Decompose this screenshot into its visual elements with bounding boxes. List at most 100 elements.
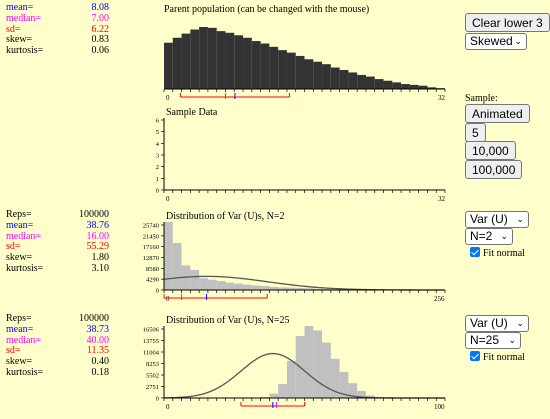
kurtosis-label: kurtosis=	[6, 262, 44, 274]
dist1-stat-select[interactable]: Var (U) ⌄	[465, 211, 529, 228]
skew-value: 1.80	[91, 252, 110, 264]
dist1-bar	[251, 285, 261, 290]
dist2-markers	[240, 402, 306, 408]
parent-bar	[278, 50, 287, 89]
sample-100000-button[interactable]: 100,000	[465, 160, 523, 179]
parent-bar	[427, 87, 437, 89]
parent-bar	[374, 79, 384, 89]
dist1-axis-max: 256	[434, 295, 445, 303]
dist1-fit-normal[interactable]: Fit normal	[470, 247, 525, 259]
parent-ticks	[163, 89, 446, 92]
dist2-bar	[278, 384, 287, 398]
sample-label: Sample:	[465, 93, 498, 104]
parent-title: Parent population (can be changed with t…	[164, 4, 370, 15]
dist2-stat-select[interactable]: Var (U) ⌄	[465, 315, 529, 332]
skew-value: 0.83	[91, 34, 110, 46]
dist1-chart: 25740 21450 17160 12870 8580 4290 0 0 256	[143, 222, 446, 303]
dist2-bar	[269, 393, 279, 398]
median-value: 7.00	[91, 12, 110, 24]
y-tick-label: 0	[156, 188, 159, 195]
dist2-stat-select-value: Var (U)	[470, 316, 508, 330]
dist2-fit-normal[interactable]: Fit normal	[470, 351, 525, 363]
dist1-stats: Reps= 100000 mean= 38.76 median= 16.00 sd= 5…	[6, 209, 110, 275]
dist1-title: Distribution of Var (U)s, N=2	[166, 211, 285, 222]
parent-bar	[164, 42, 173, 89]
chevron-down-icon: ⌄	[514, 36, 522, 46]
median-label: median=	[6, 230, 42, 242]
skew-label: skew=	[6, 34, 33, 46]
dist1-bars	[164, 222, 445, 290]
y-tick-label: 17160	[143, 244, 159, 251]
animated-button[interactable]: Animated	[465, 104, 530, 123]
dist2-chart: 16506 13755 11004 8253 5502 2751 0 0 100	[143, 326, 446, 411]
dist1-bar	[322, 288, 331, 290]
fit-normal-checkbox[interactable]	[470, 247, 480, 257]
fit-normal-checkbox[interactable]	[470, 351, 480, 361]
y-tick-label: 16506	[143, 327, 160, 334]
dist1-y-ticks: 25740 21450 17160 12870 8580 4290 0	[143, 223, 164, 295]
dist1-axis-min: 0	[166, 295, 170, 303]
parent-bar	[190, 29, 200, 89]
y-tick-label: 2751	[146, 384, 159, 391]
y-tick-label: 8253	[146, 361, 159, 368]
dist1-bar	[164, 222, 173, 290]
dist1-bar	[260, 286, 270, 290]
kurtosis-label: kurtosis=	[6, 366, 44, 378]
dist1-bar	[190, 269, 200, 290]
dist2-n-select-value: N=25	[470, 333, 500, 347]
chevron-down-icon: ⌄	[516, 318, 524, 328]
sd-label: sd=	[6, 345, 21, 357]
y-tick-label: 25740	[143, 223, 159, 230]
dist2-title: Distribution of Var (U)s, N=25	[166, 315, 290, 326]
dist2-bar	[365, 395, 375, 398]
dist1-bar	[207, 279, 217, 290]
dist1-bar	[313, 288, 323, 290]
parent-bar	[286, 52, 296, 89]
sd-value: 55.29	[86, 241, 110, 253]
sample-title: Sample Data	[166, 107, 218, 118]
sample-axis-min: 0	[166, 195, 170, 203]
dist1-bar	[234, 283, 244, 290]
sample-10000-button[interactable]: 10,000	[465, 141, 516, 160]
y-tick-label: 21450	[143, 233, 159, 240]
skew-value: 0.40	[91, 356, 110, 368]
dist2-bar	[322, 342, 331, 398]
reps-label: Reps=	[6, 209, 32, 220]
parent-bar	[348, 72, 358, 89]
y-tick-label: 8580	[146, 266, 159, 273]
reps-value: 100000	[79, 209, 109, 220]
parent-bar	[330, 67, 340, 89]
sd-label: sd=	[6, 241, 21, 253]
y-tick-label: 4290	[146, 277, 159, 284]
parent-bar	[418, 85, 428, 89]
skew-label: skew=	[6, 252, 33, 264]
clear-lower-button[interactable]: Clear lower 3	[465, 13, 550, 32]
fit-normal-label: Fit normal	[483, 248, 525, 259]
distribution-select[interactable]: Skewed ⌄	[465, 33, 527, 50]
dist2-x-ticks	[163, 398, 446, 401]
y-tick-label: 6	[156, 118, 160, 125]
dist1-n-select[interactable]: N=2 ⌄	[465, 228, 513, 245]
parent-bar	[216, 31, 226, 90]
dist2-n-select[interactable]: N=25 ⌄	[465, 332, 521, 349]
parent-bar	[269, 46, 279, 89]
parent-bar	[243, 37, 252, 89]
skew-label: skew=	[6, 356, 33, 368]
parent-bar	[260, 43, 270, 89]
chevron-down-icon: ⌄	[508, 335, 516, 345]
parent-axis-min: 0	[166, 94, 170, 102]
parent-population-chart[interactable]: 0 32	[150, 14, 450, 106]
parent-bar	[339, 69, 349, 89]
sample-5-button[interactable]: 5	[465, 123, 486, 142]
dist1-x-ticks	[163, 290, 446, 293]
parent-bar	[313, 61, 323, 89]
parent-bar	[295, 55, 305, 89]
parent-bar	[172, 37, 182, 89]
dist2-axis-max: 100	[434, 403, 445, 411]
dist2-stats: Reps= 100000 mean= 38.73 median= 40.00 sd= 1…	[6, 313, 110, 379]
parent-bar	[322, 64, 331, 89]
dist2-bar	[260, 396, 270, 398]
dist2-bar	[304, 326, 314, 398]
kurtosis-label: kurtosis=	[6, 45, 44, 57]
